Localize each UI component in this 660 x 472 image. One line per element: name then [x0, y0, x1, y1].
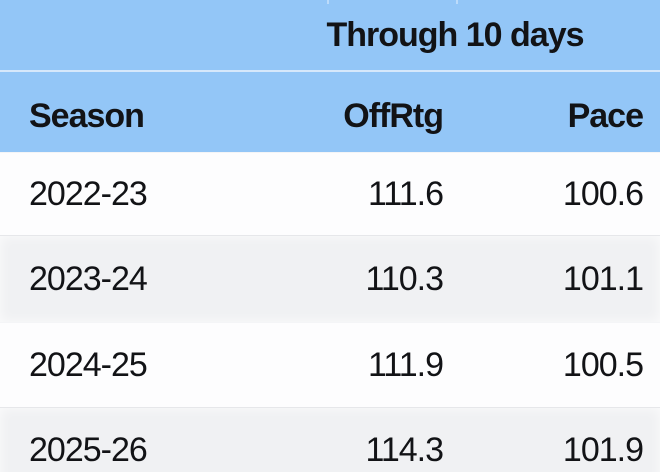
group-header-spacer [0, 0, 250, 70]
pace-cell: 100.5 [562, 345, 644, 384]
offrtg-cell: 111.9 [367, 345, 444, 384]
column-header-season: Season [29, 96, 145, 135]
table-row: 2022-23 111.6 100.6 [0, 152, 660, 235]
table-row: 2023-24 110.3 101.1 [0, 235, 660, 322]
pace-cell: 101.9 [562, 430, 644, 469]
pace-cell: 100.6 [562, 174, 644, 213]
group-header-title: Through 10 days [326, 15, 584, 54]
offrtg-cell: 110.3 [365, 259, 444, 298]
season-cell: 2023-24 [29, 259, 148, 298]
season-cell: 2024-25 [29, 345, 148, 384]
table-group-header-row: Through 10 days [0, 0, 660, 70]
column-header-offrtg: OffRtg [343, 96, 444, 135]
offrtg-cell: 111.6 [367, 174, 444, 213]
pace-cell: 101.1 [562, 259, 644, 298]
header-divider-line [0, 70, 660, 72]
table-header-row: Season OffRtg Pace [0, 72, 660, 152]
column-divider-tick [456, 0, 458, 4]
season-cell: 2022-23 [29, 174, 148, 213]
column-divider-tick [327, 0, 329, 4]
table-row: 2024-25 111.9 100.5 [0, 322, 660, 407]
column-header-pace: Pace [567, 96, 644, 135]
season-cell: 2025-26 [29, 430, 148, 469]
table-row: 2025-26 114.3 101.9 [0, 407, 660, 472]
offrtg-cell: 114.3 [365, 430, 444, 469]
